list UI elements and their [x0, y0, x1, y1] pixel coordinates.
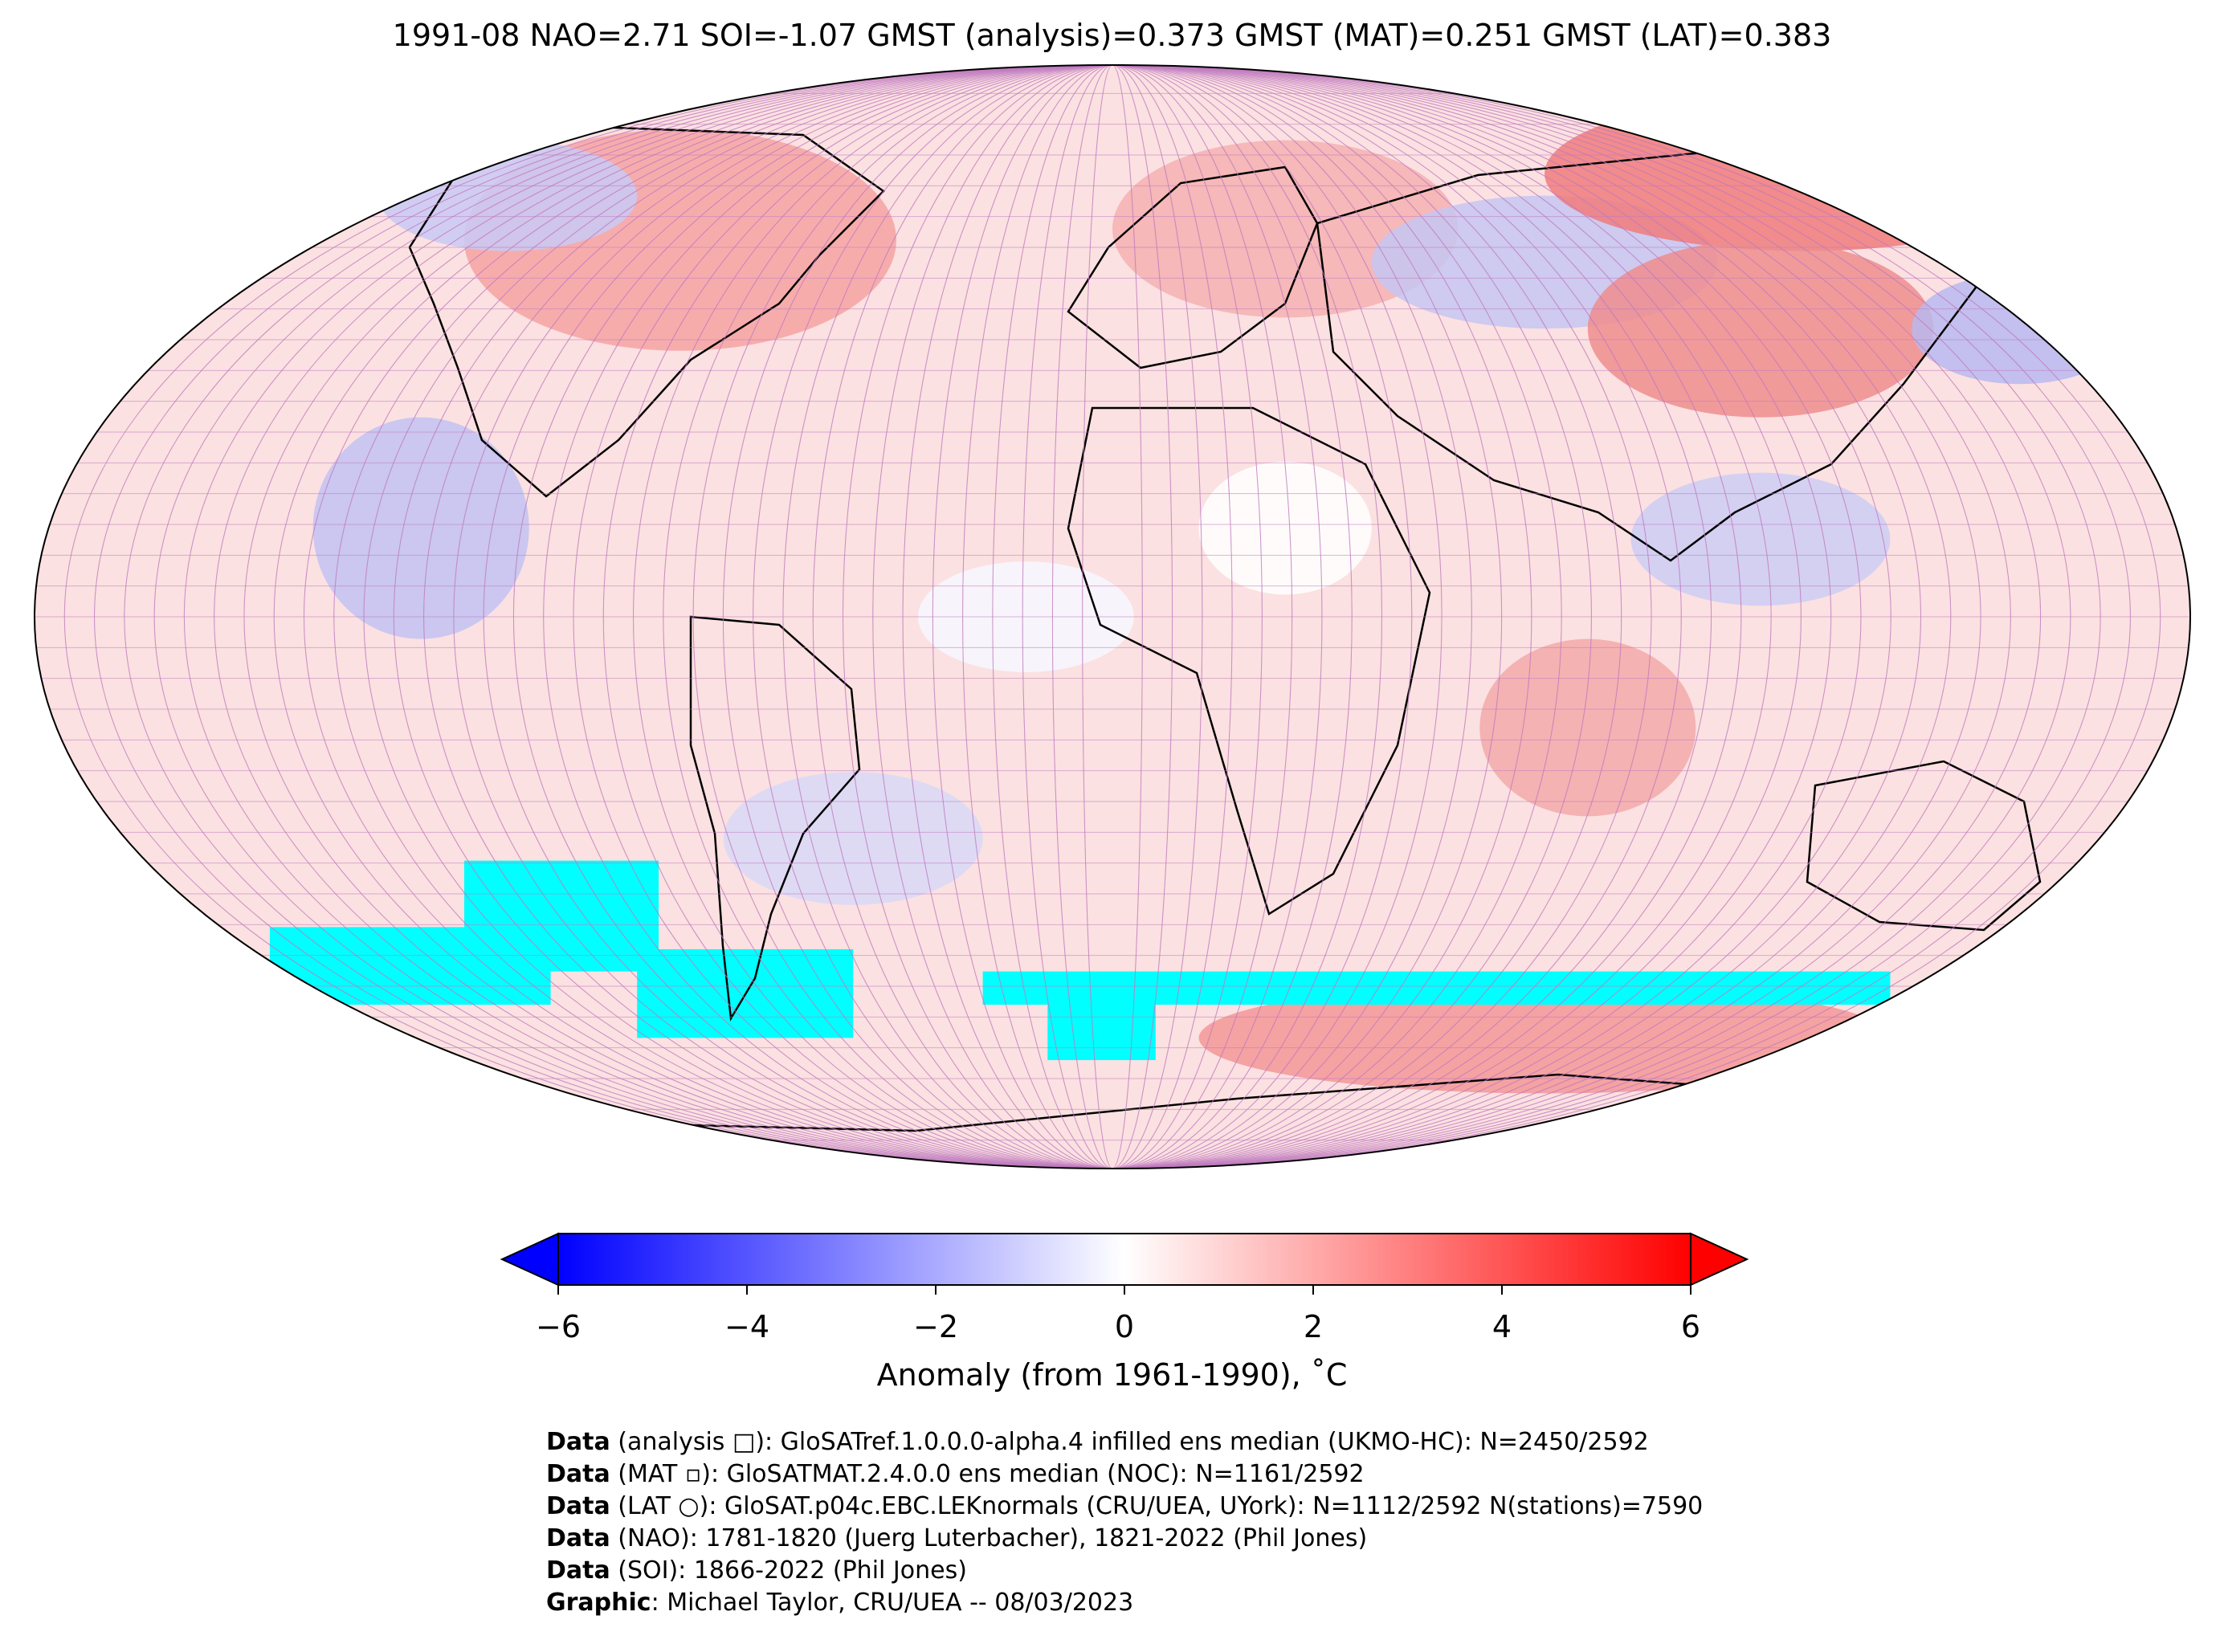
colorbar-tick-label: −6 [535, 1309, 582, 1344]
colorbar-tick-label: −2 [912, 1309, 959, 1344]
colorbar-tick-label: 0 [1114, 1309, 1135, 1344]
colorbar-tick-label: 2 [1303, 1309, 1324, 1344]
missing-data-region [464, 860, 659, 972]
anomaly-patch [1479, 638, 1696, 817]
credit-line: Data (analysis □): GloSATref.1.0.0.0-alp… [546, 1428, 1649, 1456]
colorbar-tick-label: −4 [724, 1309, 770, 1344]
anomaly-patch [1112, 140, 1459, 318]
map-title: 1991-08 NAO=2.71 SOI=-1.07 GMST (analysi… [392, 18, 1832, 53]
colorbar-ticks [557, 1285, 1691, 1295]
colorbar-extend-low [500, 1232, 559, 1287]
missing-data-region [1047, 1005, 1156, 1060]
credit-line: Data (SOI): 1866-2022 (Phil Jones) [546, 1556, 967, 1585]
anomaly-patch [1198, 982, 1891, 1094]
credit-line: Data (LAT ○): GloSAT.p04c.EBC.LEKnormals… [546, 1492, 1704, 1520]
credits: Data (analysis □): GloSATref.1.0.0.0-alp… [546, 1426, 1703, 1619]
map-border [34, 64, 2191, 1169]
anomaly-patch [1630, 472, 1891, 606]
colorbar-gradient [557, 1233, 1691, 1286]
colorbar-tick-label: 6 [1680, 1309, 1701, 1344]
anomaly-patch [1198, 461, 1372, 595]
credit-line: Data (NAO): 1781-1820 (Juerg Luterbacher… [546, 1524, 1368, 1552]
colorbar [500, 1232, 1749, 1295]
world-anomaly-map [34, 64, 2191, 1169]
colorbar-label: Anomaly (from 1961-1990), ˚C [876, 1357, 1348, 1393]
australia [1806, 760, 2042, 932]
anomaly-patch [312, 417, 529, 639]
anomaly-patch [723, 772, 983, 905]
colorbar-extend-high [1690, 1232, 1749, 1287]
anomaly-patch [1587, 239, 1934, 418]
colorbar-tick-label: 4 [1492, 1309, 1512, 1344]
north-america [408, 125, 885, 498]
credit-line: Data (MAT ▫): GloSATMAT.2.4.0.0 ens medi… [546, 1460, 1365, 1488]
map-gridlines [35, 65, 2190, 1169]
credit-line: Graphic: Michael Taylor, CRU/UEA -- 08/0… [546, 1589, 1134, 1617]
